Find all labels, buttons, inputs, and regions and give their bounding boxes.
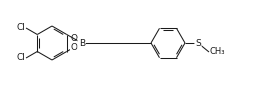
- Text: S: S: [195, 39, 201, 47]
- Text: S: S: [195, 39, 201, 47]
- Text: CH₃: CH₃: [210, 47, 226, 57]
- Text: B: B: [79, 39, 85, 47]
- Text: O: O: [70, 43, 77, 52]
- Text: B: B: [79, 39, 85, 47]
- Text: Cl: Cl: [16, 53, 25, 63]
- Text: Cl: Cl: [16, 23, 25, 33]
- Text: B: B: [79, 39, 85, 47]
- Text: O: O: [70, 43, 77, 52]
- Text: O: O: [70, 34, 77, 43]
- Text: B: B: [79, 39, 85, 47]
